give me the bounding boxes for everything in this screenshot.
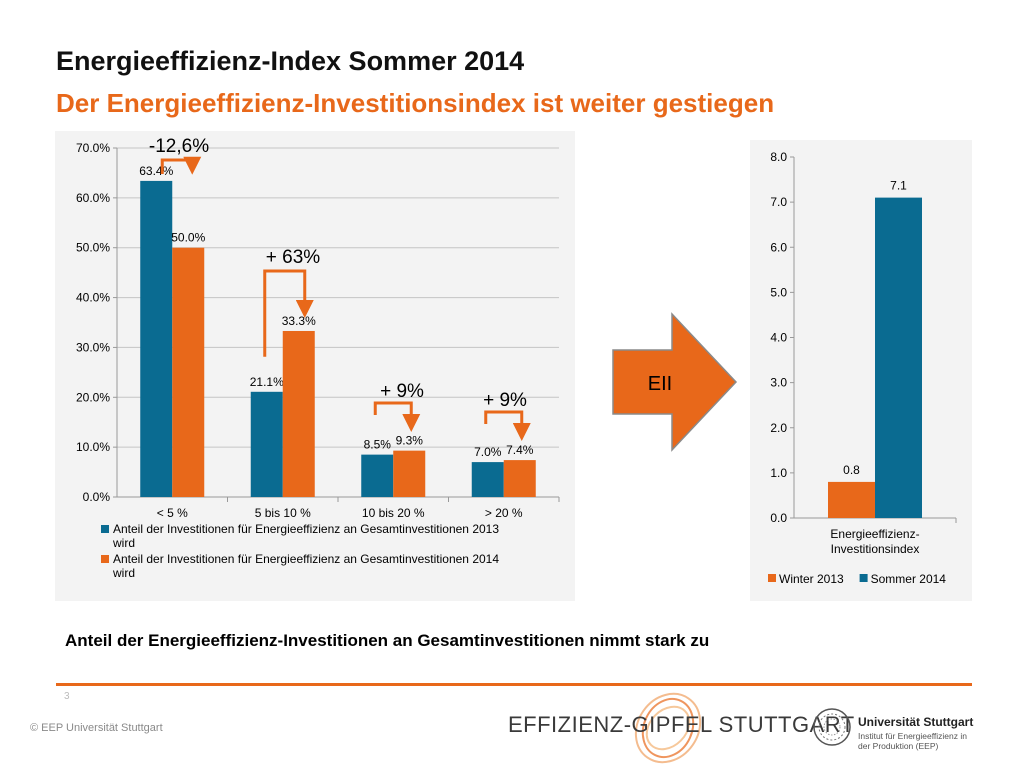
- x-tick-label: < 5 %: [157, 506, 188, 520]
- legend-entry: wird: [112, 536, 135, 550]
- annotation-arrow: [160, 156, 202, 175]
- data-label: 7.0%: [474, 445, 502, 459]
- y-tick-label: 1.0: [770, 466, 787, 480]
- x-tick-label: > 20 %: [485, 506, 523, 520]
- page-title: Energieeffizienz-Index Sommer 2014: [56, 46, 525, 76]
- y-tick-label: 20.0%: [76, 390, 110, 404]
- data-label: 7.4%: [506, 443, 534, 457]
- annotation-label: + 9%: [380, 381, 424, 402]
- bar: [503, 460, 536, 497]
- bar: [828, 481, 875, 518]
- data-label: 50.0%: [171, 231, 205, 245]
- data-label: 7.1: [890, 179, 907, 193]
- data-label: 63.4%: [139, 164, 173, 178]
- y-tick-label: 0.0: [770, 511, 787, 525]
- legend-swatch: [101, 525, 109, 533]
- legend-swatch: [859, 574, 868, 582]
- institute-name: Institut für Energieeffizienz in der Pro…: [858, 731, 967, 751]
- university-seal-logo: [813, 708, 851, 746]
- data-label: 21.1%: [250, 375, 284, 389]
- y-tick-label: 4.0: [770, 331, 787, 345]
- annotation-label: + 63%: [266, 247, 321, 268]
- legend-swatch: [768, 574, 776, 582]
- x-tick-label: 10 bis 20 %: [362, 506, 425, 520]
- university-name: Universität Stuttgart: [858, 715, 974, 729]
- eii-index-chart: 0.0 1.0 2.0 3.0 4.0 5.0 6.0 7.0 8.0 0.8 7.1 Energie…: [768, 150, 957, 586]
- bar: [140, 180, 173, 498]
- annotation-arrow: [263, 269, 314, 357]
- x-tick-label: Energieeffizienz-: [830, 527, 919, 541]
- bar: [282, 330, 315, 497]
- right-chart-panel: 0.0 1.0 2.0 3.0 4.0 5.0 6.0 7.0 8.0 0.8 7.1 Energie…: [750, 140, 972, 601]
- investment-share-chart: 0.0% 10.0% 20.0% 30.0% 40.0% 50.0% 60.0% 70.0% <…: [76, 136, 560, 580]
- y-tick-label: 5.0: [770, 285, 787, 299]
- x-tick-label: Investitionsindex: [831, 542, 920, 556]
- annotation-label: + 9%: [483, 390, 527, 411]
- bar: [393, 450, 426, 497]
- bar: [172, 247, 205, 497]
- annotation-label: -12,6%: [149, 136, 209, 157]
- annotation-arrow: [484, 410, 531, 441]
- y-tick-label: 7.0: [770, 195, 787, 209]
- y-tick-label: 60.0%: [76, 191, 110, 205]
- y-tick-label: 8.0: [770, 150, 787, 164]
- y-tick-label: 50.0%: [76, 241, 110, 255]
- brand-name: EFFIZIENZ-GIPFEL STUTTGART: [508, 712, 855, 737]
- page-number: 3: [64, 691, 70, 702]
- legend-entry: Sommer 2014: [871, 572, 947, 586]
- copyright-text: © EEP Universität Stuttgart: [30, 722, 163, 734]
- y-tick-label: 0.0%: [83, 490, 111, 504]
- left-chart-panel: 0.0% 10.0% 20.0% 30.0% 40.0% 50.0% 60.0% 70.0% <…: [55, 131, 575, 601]
- eii-arrow-shape: EII: [612, 312, 738, 452]
- bar: [471, 462, 504, 497]
- legend-entry: wird: [112, 566, 135, 580]
- legend-entry: Anteil der Investitionen für Energieeffi…: [113, 522, 499, 536]
- y-tick-label: 2.0: [770, 421, 787, 435]
- y-tick-label: 40.0%: [76, 291, 110, 305]
- page-subtitle: Der Energieeffizienz-Investitionsindex i…: [56, 88, 775, 118]
- y-tick-label: 70.0%: [76, 141, 110, 155]
- data-label: 8.5%: [364, 438, 392, 452]
- y-tick-label: 6.0: [770, 240, 787, 254]
- bar: [361, 454, 394, 497]
- bar: [875, 197, 922, 519]
- legend-entry: Anteil der Investitionen für Energieeffi…: [113, 552, 499, 566]
- brand-swirl-logo: [634, 692, 702, 764]
- eii-arrow-label: EII: [648, 373, 672, 395]
- data-label: 9.3%: [396, 434, 424, 448]
- x-tick-label: 5 bis 10 %: [255, 506, 311, 520]
- footer-divider: [56, 683, 972, 686]
- data-label: 33.3%: [282, 314, 316, 328]
- legend-swatch: [101, 555, 109, 563]
- annotation-arrow: [373, 401, 421, 432]
- legend-entry: Winter 2013: [779, 572, 844, 586]
- y-tick-label: 10.0%: [76, 440, 110, 454]
- caption-text: Anteil der Energieeffizienz-Investitione…: [65, 631, 710, 650]
- data-label: 0.8: [843, 463, 860, 477]
- bar: [250, 391, 283, 497]
- y-tick-label: 30.0%: [76, 340, 110, 354]
- y-tick-label: 3.0: [770, 376, 787, 390]
